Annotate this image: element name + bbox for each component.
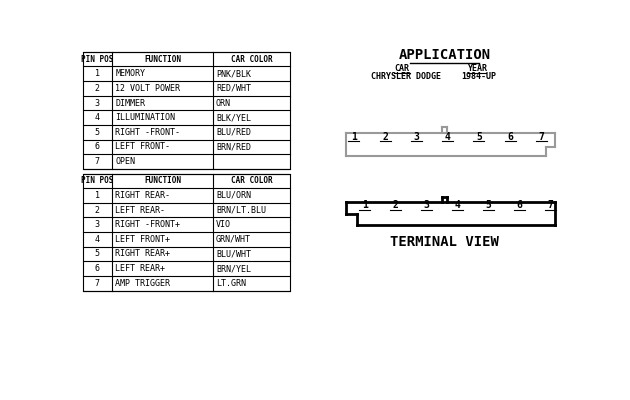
Text: PNK/BLK: PNK/BLK (216, 69, 251, 78)
Text: 4: 4 (455, 200, 461, 210)
Text: CAR COLOR: CAR COLOR (231, 176, 272, 185)
Text: AMP TRIGGER: AMP TRIGGER (115, 279, 170, 288)
Text: 1: 1 (362, 200, 368, 210)
Text: 2: 2 (95, 206, 100, 214)
Text: OPEN: OPEN (115, 157, 135, 166)
Text: PIN POS: PIN POS (81, 176, 113, 185)
Text: PIN POS: PIN POS (81, 55, 113, 64)
Text: 7: 7 (95, 279, 100, 288)
Text: 4: 4 (95, 113, 100, 122)
Text: 4: 4 (95, 235, 100, 244)
Text: 7: 7 (548, 200, 554, 210)
Text: YEAR: YEAR (467, 64, 487, 73)
Text: GRN/WHT: GRN/WHT (216, 235, 251, 244)
Text: 5: 5 (486, 200, 491, 210)
Text: RED/WHT: RED/WHT (216, 84, 251, 93)
Text: 6: 6 (95, 264, 100, 273)
Text: CAR: CAR (394, 64, 410, 73)
Text: 5: 5 (95, 128, 100, 137)
Text: 1: 1 (95, 191, 100, 200)
Text: 5: 5 (476, 132, 482, 142)
Text: BRN/RED: BRN/RED (216, 142, 251, 152)
Text: 6: 6 (507, 132, 513, 142)
Text: TERMINAL VIEW: TERMINAL VIEW (390, 235, 499, 249)
Text: 2: 2 (382, 132, 388, 142)
Text: BRN/LT.BLU: BRN/LT.BLU (216, 206, 266, 214)
Text: 6: 6 (95, 142, 100, 152)
Text: 12 VOLT POWER: 12 VOLT POWER (115, 84, 180, 93)
Text: BLU/WHT: BLU/WHT (216, 250, 251, 258)
Text: 3: 3 (424, 200, 430, 210)
Text: ORN: ORN (216, 98, 231, 108)
Text: ILLUMINATION: ILLUMINATION (115, 113, 175, 122)
Text: 3: 3 (413, 132, 420, 142)
Text: 7: 7 (95, 157, 100, 166)
Text: LEFT REAR+: LEFT REAR+ (115, 264, 165, 273)
Text: BRN/YEL: BRN/YEL (216, 264, 251, 273)
Text: VIO: VIO (216, 220, 231, 229)
Text: APPLICATION: APPLICATION (399, 48, 491, 62)
Bar (83, 52, 290, 169)
Text: 2: 2 (95, 84, 100, 93)
Text: BLU/RED: BLU/RED (216, 128, 251, 137)
Text: CHRYSLER DODGE: CHRYSLER DODGE (371, 72, 441, 81)
Text: RIGHT REAR-: RIGHT REAR- (115, 191, 170, 200)
Text: 3: 3 (95, 98, 100, 108)
Text: CAR COLOR: CAR COLOR (231, 55, 272, 64)
Text: RIGHT -FRONT-: RIGHT -FRONT- (115, 128, 180, 137)
Text: BLK/YEL: BLK/YEL (216, 113, 251, 122)
Text: 7: 7 (539, 132, 544, 142)
Text: FUNCTION: FUNCTION (144, 176, 181, 185)
Text: 1: 1 (351, 132, 357, 142)
Text: 2: 2 (392, 200, 399, 210)
Text: LT.GRN: LT.GRN (216, 279, 246, 288)
Text: 1: 1 (95, 69, 100, 78)
Text: RIGHT -FRONT+: RIGHT -FRONT+ (115, 220, 180, 229)
Text: 6: 6 (517, 200, 523, 210)
Text: 1984-UP: 1984-UP (461, 72, 496, 81)
Text: BLU/ORN: BLU/ORN (216, 191, 251, 200)
Text: DIMMER: DIMMER (115, 98, 145, 108)
Text: RIGHT REAR+: RIGHT REAR+ (115, 250, 170, 258)
Text: 3: 3 (95, 220, 100, 229)
Bar (83, 174, 290, 290)
Text: MEMORY: MEMORY (115, 69, 145, 78)
Text: LEFT REAR-: LEFT REAR- (115, 206, 165, 214)
Text: 5: 5 (95, 250, 100, 258)
Text: FUNCTION: FUNCTION (144, 55, 181, 64)
Text: LEFT FRONT-: LEFT FRONT- (115, 142, 170, 152)
Text: LEFT FRONT+: LEFT FRONT+ (115, 235, 170, 244)
Polygon shape (346, 202, 556, 225)
Polygon shape (346, 133, 556, 156)
Text: 4: 4 (445, 132, 450, 142)
